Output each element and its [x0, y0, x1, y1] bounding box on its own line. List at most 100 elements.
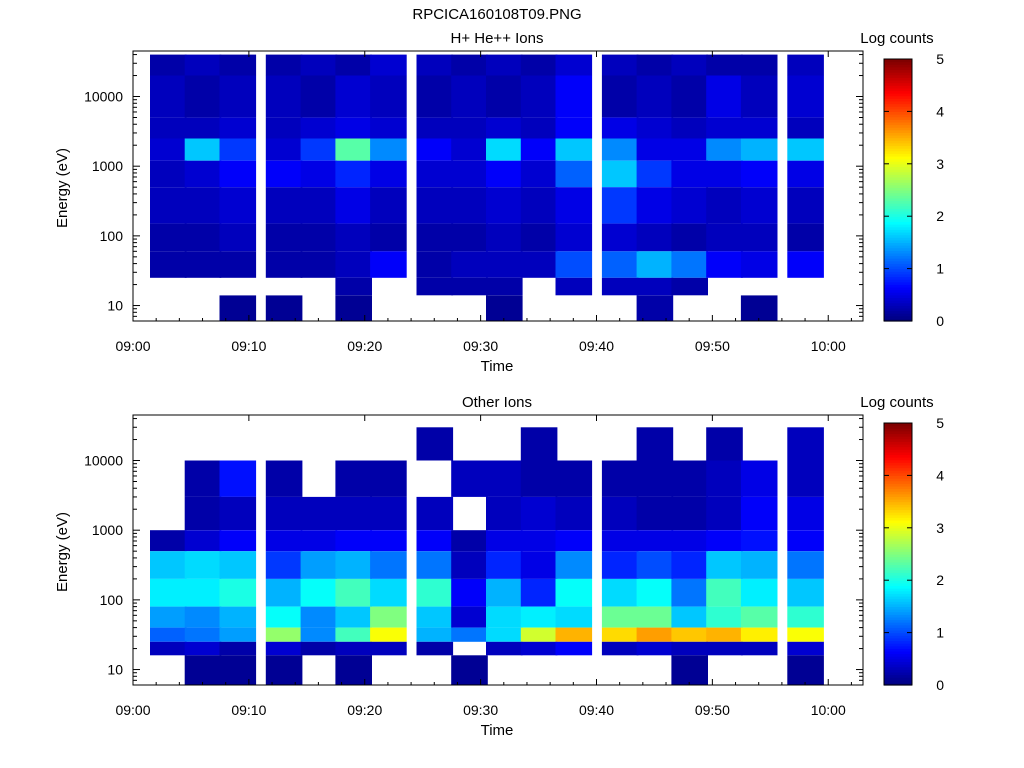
colorbar-tick-label: 5	[936, 51, 944, 67]
colorbar-segment	[884, 640, 912, 644]
heatmap-cell	[787, 251, 824, 278]
heatmap-cell	[601, 117, 639, 139]
heatmap-cell	[740, 606, 778, 628]
panel-1-heatmap	[150, 54, 824, 321]
colorbar-segment	[884, 310, 912, 314]
heatmap-cell	[300, 578, 338, 607]
colorbar-segment	[884, 184, 912, 188]
colorbar-segment	[884, 449, 912, 453]
heatmap-cell	[265, 627, 303, 642]
colorbar-tick-label: 5	[936, 415, 944, 431]
heatmap-cell	[787, 187, 824, 224]
colorbar-segment	[884, 72, 912, 76]
panel-1-x-axis: 09:00 09:10 09:20 09:30 09:40 09:50 10:00	[115, 51, 852, 354]
heatmap-cell	[486, 223, 523, 252]
heatmap-cell	[335, 460, 372, 497]
heatmap-cell	[184, 578, 222, 607]
colorbar-tick-label: 0	[936, 677, 944, 693]
heatmap-cell	[451, 578, 488, 607]
heatmap-cell	[555, 530, 593, 552]
colorbar-segment	[884, 530, 912, 534]
colorbar-segment	[884, 433, 912, 437]
heatmap-cell	[184, 54, 222, 76]
colorbar-frame	[883, 422, 913, 686]
heatmap-cell	[451, 138, 488, 161]
heatmap-cell	[555, 187, 593, 224]
colorbar-segment	[884, 66, 912, 71]
colorbar-segment	[884, 59, 912, 63]
colorbar-segment	[884, 286, 912, 291]
heatmap-cell	[184, 75, 222, 118]
heatmap-cell	[520, 160, 558, 188]
colorbar-segment	[884, 491, 912, 495]
heatmap-cell	[184, 117, 222, 139]
heatmap-cell	[787, 75, 824, 118]
colorbar-segment	[884, 622, 912, 626]
heatmap-cell	[671, 655, 708, 685]
heatmap-cell	[706, 187, 743, 224]
colorbar-segment	[884, 457, 912, 461]
heatmap-cell	[370, 187, 407, 224]
heatmap-cell	[335, 496, 372, 531]
heatmap-cell	[184, 655, 222, 685]
heatmap-cell	[636, 160, 674, 188]
heatmap-cell	[740, 551, 778, 579]
colorbar-segment	[884, 93, 912, 97]
heatmap-cell	[601, 627, 639, 642]
heatmap-cell	[370, 460, 407, 497]
colorbar-segment	[884, 155, 912, 160]
colorbar-segment	[884, 82, 912, 86]
colorbar-segment	[884, 593, 912, 597]
heatmap-cell	[416, 138, 454, 161]
heatmap-cell	[636, 54, 674, 76]
colorbar-frame	[883, 58, 913, 322]
heatmap-cell	[636, 460, 674, 497]
heatmap-cell	[671, 187, 708, 224]
colorbar-segment	[884, 258, 912, 262]
heatmap-cell	[601, 277, 639, 296]
heatmap-cell	[740, 117, 778, 139]
x-tick-label: 10:00	[811, 702, 846, 718]
colorbar-segment	[884, 121, 912, 126]
heatmap-cell	[416, 606, 454, 628]
colorbar-segment	[884, 554, 912, 558]
heatmap-cell	[184, 606, 222, 628]
heatmap-cell	[416, 496, 454, 531]
heatmap-cell	[486, 460, 523, 497]
heatmap-cell	[706, 606, 743, 628]
colorbar-segment	[884, 268, 912, 272]
heatmap-cell	[486, 138, 523, 161]
colorbar-tick-label: 4	[936, 467, 944, 483]
colorbar-tick-label: 1	[936, 625, 944, 641]
heatmap-cell	[150, 75, 187, 118]
colorbar-segment	[884, 318, 912, 322]
heatmap-cell	[451, 606, 488, 628]
y-tick-label: 10	[107, 662, 123, 678]
heatmap-cell	[520, 187, 558, 224]
y-tick-label: 1000	[92, 158, 123, 174]
heatmap-cell	[671, 606, 708, 628]
heatmap-cell	[219, 251, 257, 278]
heatmap-cell	[370, 496, 407, 531]
colorbar-segment	[884, 305, 912, 309]
colorbar-segment	[884, 430, 912, 435]
heatmap-cell	[601, 75, 639, 118]
colorbar-segment	[884, 216, 912, 220]
colorbar-segment	[884, 106, 912, 110]
heatmap-cell	[416, 530, 454, 552]
colorbar-segment	[884, 153, 912, 157]
colorbar-segment	[884, 525, 912, 529]
heatmap-cell	[265, 251, 303, 278]
heatmap-cell	[265, 54, 303, 76]
heatmap-cell	[601, 138, 639, 161]
heatmap-cell	[740, 530, 778, 552]
heatmap-cell	[300, 627, 338, 642]
colorbar-segment	[884, 543, 912, 547]
colorbar-segment	[884, 480, 912, 484]
heatmap-cell	[706, 251, 743, 278]
colorbar-segment	[884, 132, 912, 136]
y-tick-label: 100	[100, 228, 124, 244]
colorbar-segment	[884, 197, 912, 202]
heatmap-cell	[265, 160, 303, 188]
heatmap-cell	[486, 54, 523, 76]
